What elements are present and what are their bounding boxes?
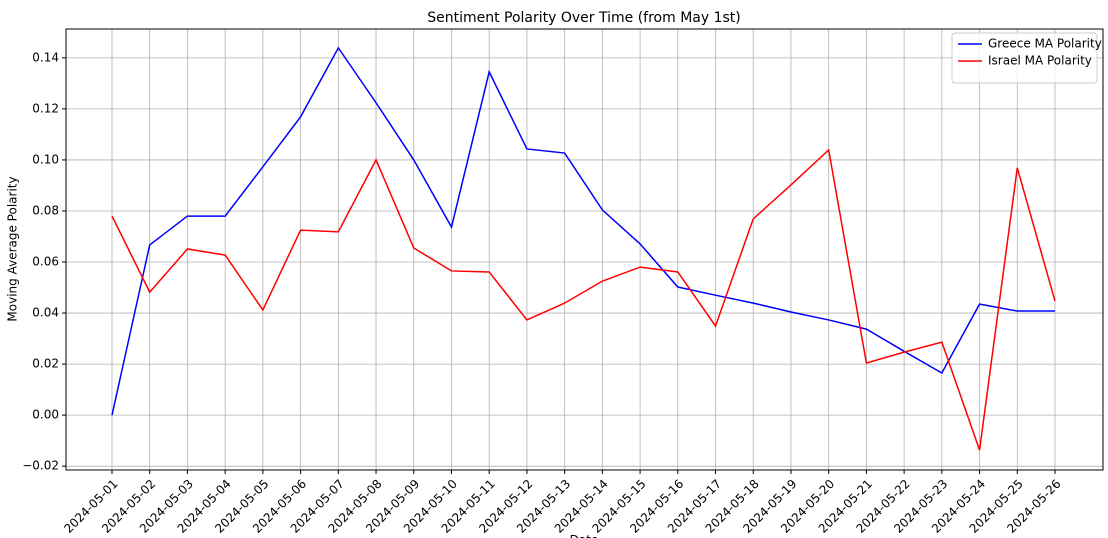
y-tick-label: 0.14 (32, 50, 59, 64)
series-line (111, 148, 1056, 451)
y-tick-label: −0.02 (22, 459, 59, 473)
legend-label: Israel MA Polarity (988, 54, 1092, 68)
x-axis-label: Date (570, 533, 599, 538)
y-tick-label: 0.06 (32, 255, 59, 269)
y-tick-label: 0.02 (32, 357, 59, 371)
y-tick-label: 0.10 (32, 152, 59, 166)
y-tick-label: 0.04 (32, 306, 59, 320)
legend-label: Greece MA Polarity (988, 37, 1102, 51)
y-tick-label: 0.12 (32, 101, 59, 115)
y-axis-label: Moving Average Polarity (6, 176, 20, 321)
y-tick-label: 0.00 (32, 408, 59, 422)
series-line (111, 46, 1055, 416)
y-tick-label: 0.08 (32, 203, 59, 217)
chart-title: Sentiment Polarity Over Time (from May 1… (427, 10, 741, 26)
plot-frame (65, 28, 1104, 471)
legend-box (951, 32, 1098, 84)
